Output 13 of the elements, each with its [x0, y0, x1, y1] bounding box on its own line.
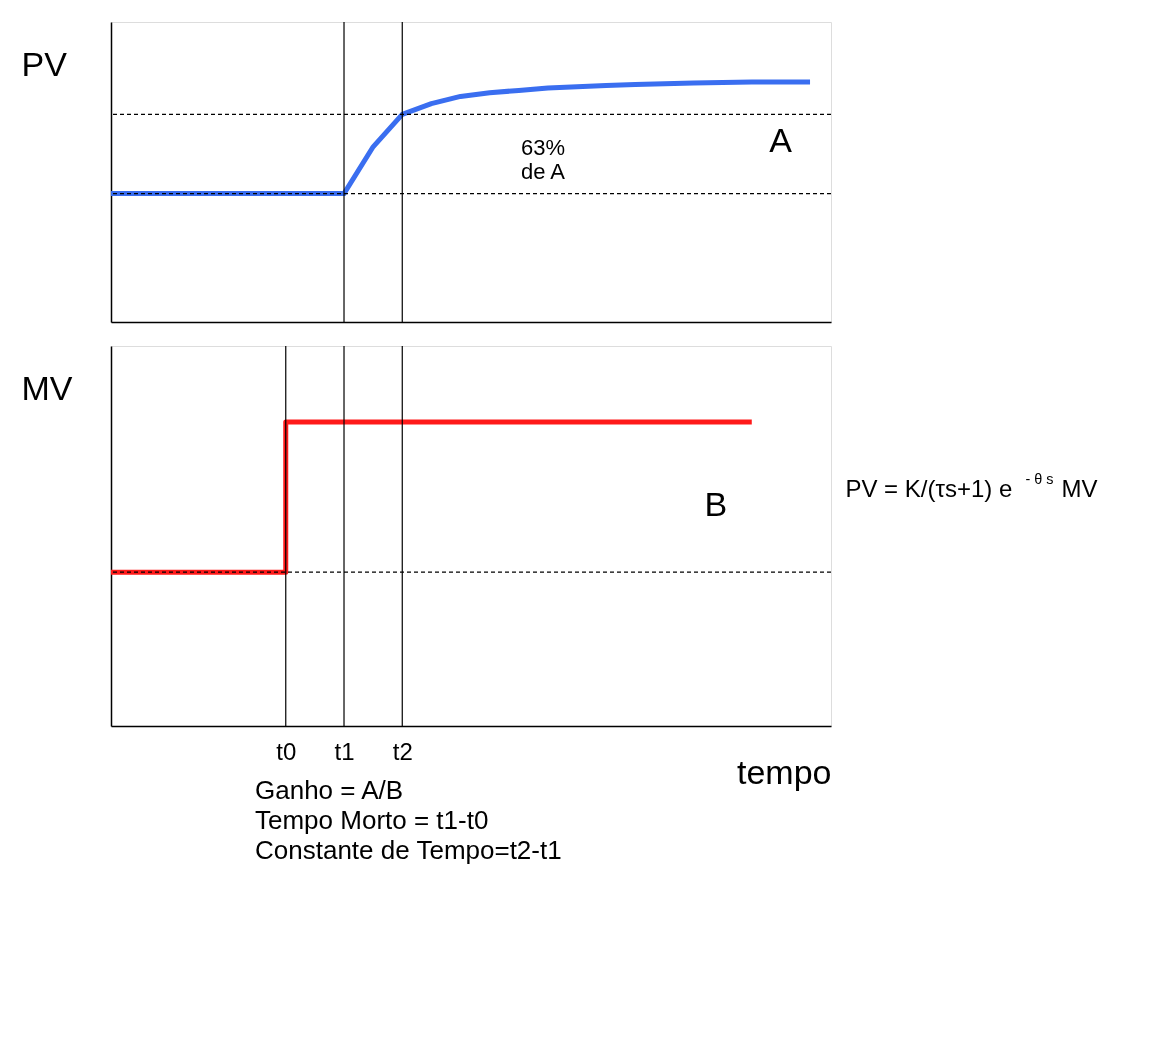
annotation: A: [769, 121, 793, 159]
text: Ganho = A/B: [255, 774, 404, 805]
y-axis-title: PV: [21, 44, 68, 83]
x-tick-label: t1: [334, 737, 355, 765]
text: Constante de Tempo=t2-t1: [255, 835, 562, 866]
text: Tempo Morto = t1-t0: [255, 805, 489, 835]
x-tick-label: t0: [276, 737, 297, 765]
y-axis-title: MV: [21, 368, 73, 407]
text: PV = K/(τs+1) e- θ s MV: [845, 470, 1098, 503]
annotation: B: [704, 484, 728, 523]
annotation: 63% de A: [520, 135, 566, 184]
x-tick-label: t2: [392, 737, 413, 765]
x-axis-title: tempo: [737, 752, 832, 791]
